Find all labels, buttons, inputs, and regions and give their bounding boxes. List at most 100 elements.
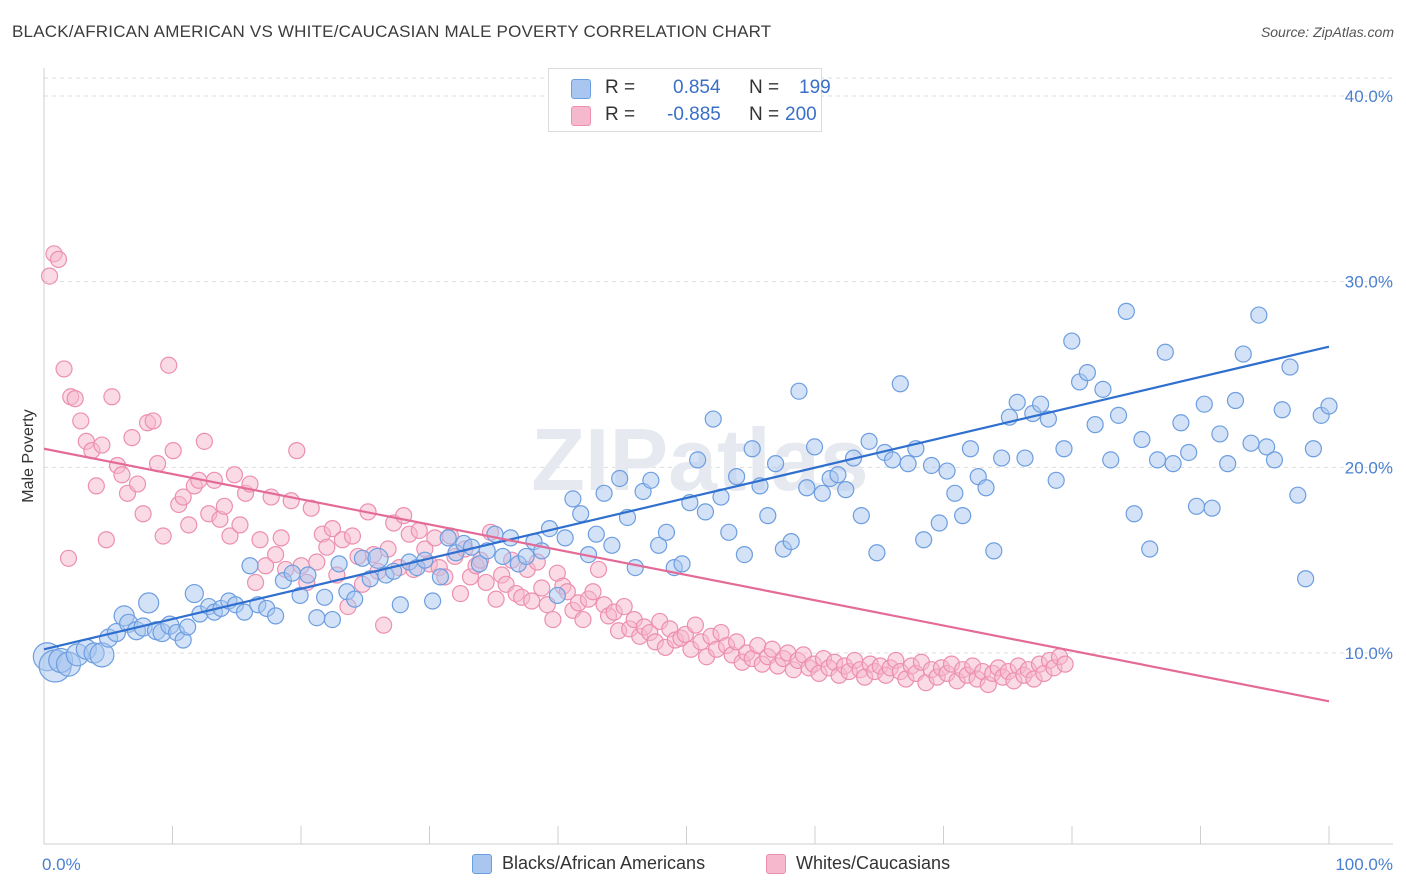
black-african-american-point: [346, 590, 364, 608]
white-caucasian-point: [318, 538, 336, 556]
black-african-american-point: [595, 484, 613, 502]
black-african-american-point: [1141, 540, 1159, 558]
black-african-american-point: [930, 514, 948, 532]
white-caucasian-point: [584, 583, 602, 601]
white-caucasian-point: [375, 616, 393, 634]
white-caucasian-point: [55, 360, 73, 378]
white-caucasian-point: [113, 466, 131, 484]
black-african-american-point: [829, 466, 847, 484]
black-african-american-point: [1008, 393, 1026, 411]
white-caucasian-point: [180, 516, 198, 534]
black-african-american-point: [1156, 343, 1174, 361]
black-african-american-point: [689, 451, 707, 469]
black-african-american-point: [946, 484, 964, 502]
white-caucasian-point: [134, 505, 152, 523]
black-african-american-point: [179, 618, 197, 636]
black-african-american-point: [626, 558, 644, 577]
trend-lines: [43, 345, 1330, 703]
black-african-american-point: [283, 564, 301, 582]
black-african-american-point: [1148, 451, 1167, 469]
black-african-american-point: [323, 610, 342, 629]
black-african-american-point: [556, 529, 574, 547]
black-african-american-point: [650, 536, 668, 554]
legend-n-value: 200: [785, 104, 817, 125]
black-african-american-point: [316, 588, 334, 606]
y-tick-label: 10.0%: [1345, 644, 1393, 663]
black-african-american-point: [798, 479, 816, 497]
white-caucasian-point: [123, 429, 141, 447]
black-african-american-point: [860, 432, 878, 450]
black-african-american-point: [1047, 471, 1065, 489]
black-african-american-point: [138, 592, 160, 614]
black-african-american-points: [32, 302, 1338, 683]
y-axis-title: Male Poverty: [20, 409, 37, 502]
black-african-american-point: [611, 469, 629, 488]
white-caucasian-point: [251, 531, 269, 549]
legend-r-label: R =: [605, 104, 636, 125]
black-african-american-point: [587, 525, 605, 543]
black-african-american-point: [922, 456, 941, 475]
black-african-american-point: [1234, 345, 1252, 363]
black-african-american-point: [642, 471, 660, 489]
black-african-american-point: [1117, 302, 1135, 320]
black-african-american-point: [883, 451, 902, 469]
legend-n-label: N =: [749, 104, 780, 125]
black-african-american-point: [1289, 486, 1307, 504]
black-african-american-point: [790, 382, 808, 400]
black-african-american-point: [1320, 397, 1338, 415]
white-caucasian-point: [66, 390, 84, 408]
black-african-american-point: [1102, 451, 1120, 469]
correlation-legend: R = 0.854 N = 199 R = -0.885 N = 200: [548, 68, 831, 132]
axes: [43, 68, 1393, 845]
white-caucasian-point: [93, 436, 111, 454]
white-caucasian-point: [225, 466, 244, 484]
pink-swatch-icon: [571, 106, 591, 126]
white-caucasian-point: [487, 590, 505, 608]
white-caucasian-point: [160, 356, 178, 374]
black-african-american-point: [1273, 401, 1291, 419]
black-african-american-point: [704, 410, 722, 428]
white-caucasian-point: [246, 573, 265, 592]
black-african-american-point: [1125, 505, 1143, 523]
pink-swatch-icon: [766, 854, 786, 874]
black-african-american-point: [1265, 451, 1284, 469]
white-caucasian-point: [144, 412, 162, 430]
black-african-american-point: [1039, 410, 1057, 428]
black-african-american-point: [743, 440, 761, 458]
white-caucasian-point: [103, 388, 121, 406]
black-african-american-point: [431, 568, 450, 586]
black-african-american-point: [184, 583, 204, 604]
black-african-american-point: [735, 545, 754, 564]
white-caucasian-points: [40, 245, 1074, 694]
white-caucasian-point: [343, 527, 362, 545]
black-african-american-point: [899, 455, 917, 473]
white-caucasian-point: [544, 610, 562, 629]
white-caucasian-point: [1056, 655, 1074, 673]
black-african-american-point: [330, 555, 348, 573]
black-african-american-point: [1203, 499, 1221, 517]
legend-r-value: -0.885: [667, 104, 721, 125]
black-african-american-point: [1078, 364, 1096, 382]
bottom-legend-label: Whites/Caucasians: [796, 853, 951, 873]
y-tick-label: 30.0%: [1345, 273, 1393, 292]
black-african-american-point: [1187, 497, 1206, 515]
chart-title: BLACK/AFRICAN AMERICAN VS WHITE/CAUCASIA…: [12, 22, 772, 41]
legend-n-label: N =: [749, 77, 780, 98]
black-african-american-point: [470, 555, 488, 573]
black-african-american-point: [728, 468, 746, 486]
black-african-american-point: [837, 481, 855, 499]
white-caucasian-point: [574, 610, 592, 629]
black-african-american-point: [1172, 414, 1190, 432]
y-tick-label: 20.0%: [1345, 458, 1393, 477]
black-african-american-point: [235, 603, 254, 621]
black-african-american-point: [954, 507, 972, 525]
black-african-american-point: [657, 523, 676, 541]
legend-n-value: 199: [799, 77, 831, 98]
white-caucasian-point: [323, 520, 342, 538]
black-african-american-point: [1250, 306, 1268, 324]
white-caucasian-point: [272, 529, 290, 547]
black-african-american-point: [603, 536, 621, 554]
black-african-american-point: [852, 507, 870, 525]
black-african-american-point: [673, 555, 691, 573]
black-african-american-point: [1094, 380, 1112, 398]
